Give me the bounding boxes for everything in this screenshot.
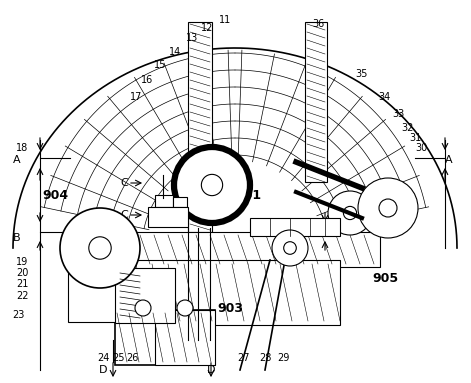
Circle shape	[379, 199, 397, 217]
Text: 30: 30	[415, 143, 427, 153]
Circle shape	[272, 230, 308, 266]
Text: 21: 21	[16, 279, 28, 289]
Text: 904: 904	[42, 188, 68, 201]
Text: 27: 27	[237, 353, 249, 363]
Text: C: C	[120, 178, 128, 188]
Text: 20: 20	[16, 268, 28, 278]
Text: 31: 31	[409, 133, 421, 143]
Text: 19: 19	[16, 257, 28, 267]
Bar	[155, 195, 173, 207]
Text: 32: 32	[402, 123, 414, 133]
Text: B: B	[321, 227, 329, 237]
Text: 29: 29	[277, 353, 289, 363]
Text: 902: 902	[70, 234, 96, 247]
Circle shape	[284, 242, 296, 254]
Bar	[68, 232, 380, 267]
Text: 28: 28	[259, 353, 271, 363]
Text: A: A	[13, 155, 21, 165]
Bar	[115, 260, 340, 325]
Text: 17: 17	[130, 92, 142, 102]
Circle shape	[135, 300, 151, 316]
Text: 18: 18	[16, 143, 28, 153]
Text: 13: 13	[186, 33, 198, 43]
Circle shape	[89, 237, 111, 259]
Text: 36: 36	[312, 19, 324, 29]
Text: D: D	[99, 365, 107, 375]
Text: 15: 15	[154, 60, 166, 70]
Text: 16: 16	[141, 75, 153, 85]
Bar	[68, 232, 126, 322]
Text: 35: 35	[356, 69, 368, 79]
Bar	[115, 310, 215, 365]
Text: 11: 11	[219, 15, 231, 25]
Text: B: B	[13, 233, 21, 243]
Bar	[115, 268, 175, 323]
Text: 903: 903	[217, 301, 243, 314]
Circle shape	[202, 174, 223, 196]
Text: 26: 26	[126, 353, 138, 363]
Circle shape	[60, 208, 140, 288]
Text: 905: 905	[372, 272, 398, 285]
Text: 25: 25	[112, 353, 124, 363]
Text: 14: 14	[169, 47, 181, 57]
Text: 23: 23	[12, 310, 24, 320]
Text: A: A	[445, 155, 453, 165]
Bar	[173, 197, 187, 207]
Bar	[148, 207, 188, 227]
Bar	[188, 22, 212, 232]
Circle shape	[343, 206, 357, 219]
Circle shape	[174, 147, 250, 223]
Circle shape	[358, 178, 418, 238]
Text: D: D	[207, 365, 215, 375]
Circle shape	[328, 191, 372, 235]
Text: 33: 33	[392, 109, 404, 119]
Text: C: C	[120, 210, 128, 220]
Bar	[250, 218, 340, 236]
Text: 34: 34	[378, 92, 390, 102]
Circle shape	[177, 300, 193, 316]
Text: 22: 22	[16, 291, 28, 301]
Bar	[155, 310, 215, 365]
Text: 24: 24	[97, 353, 109, 363]
Text: 901: 901	[235, 188, 261, 201]
Text: 12: 12	[201, 23, 213, 33]
Bar	[305, 22, 327, 182]
